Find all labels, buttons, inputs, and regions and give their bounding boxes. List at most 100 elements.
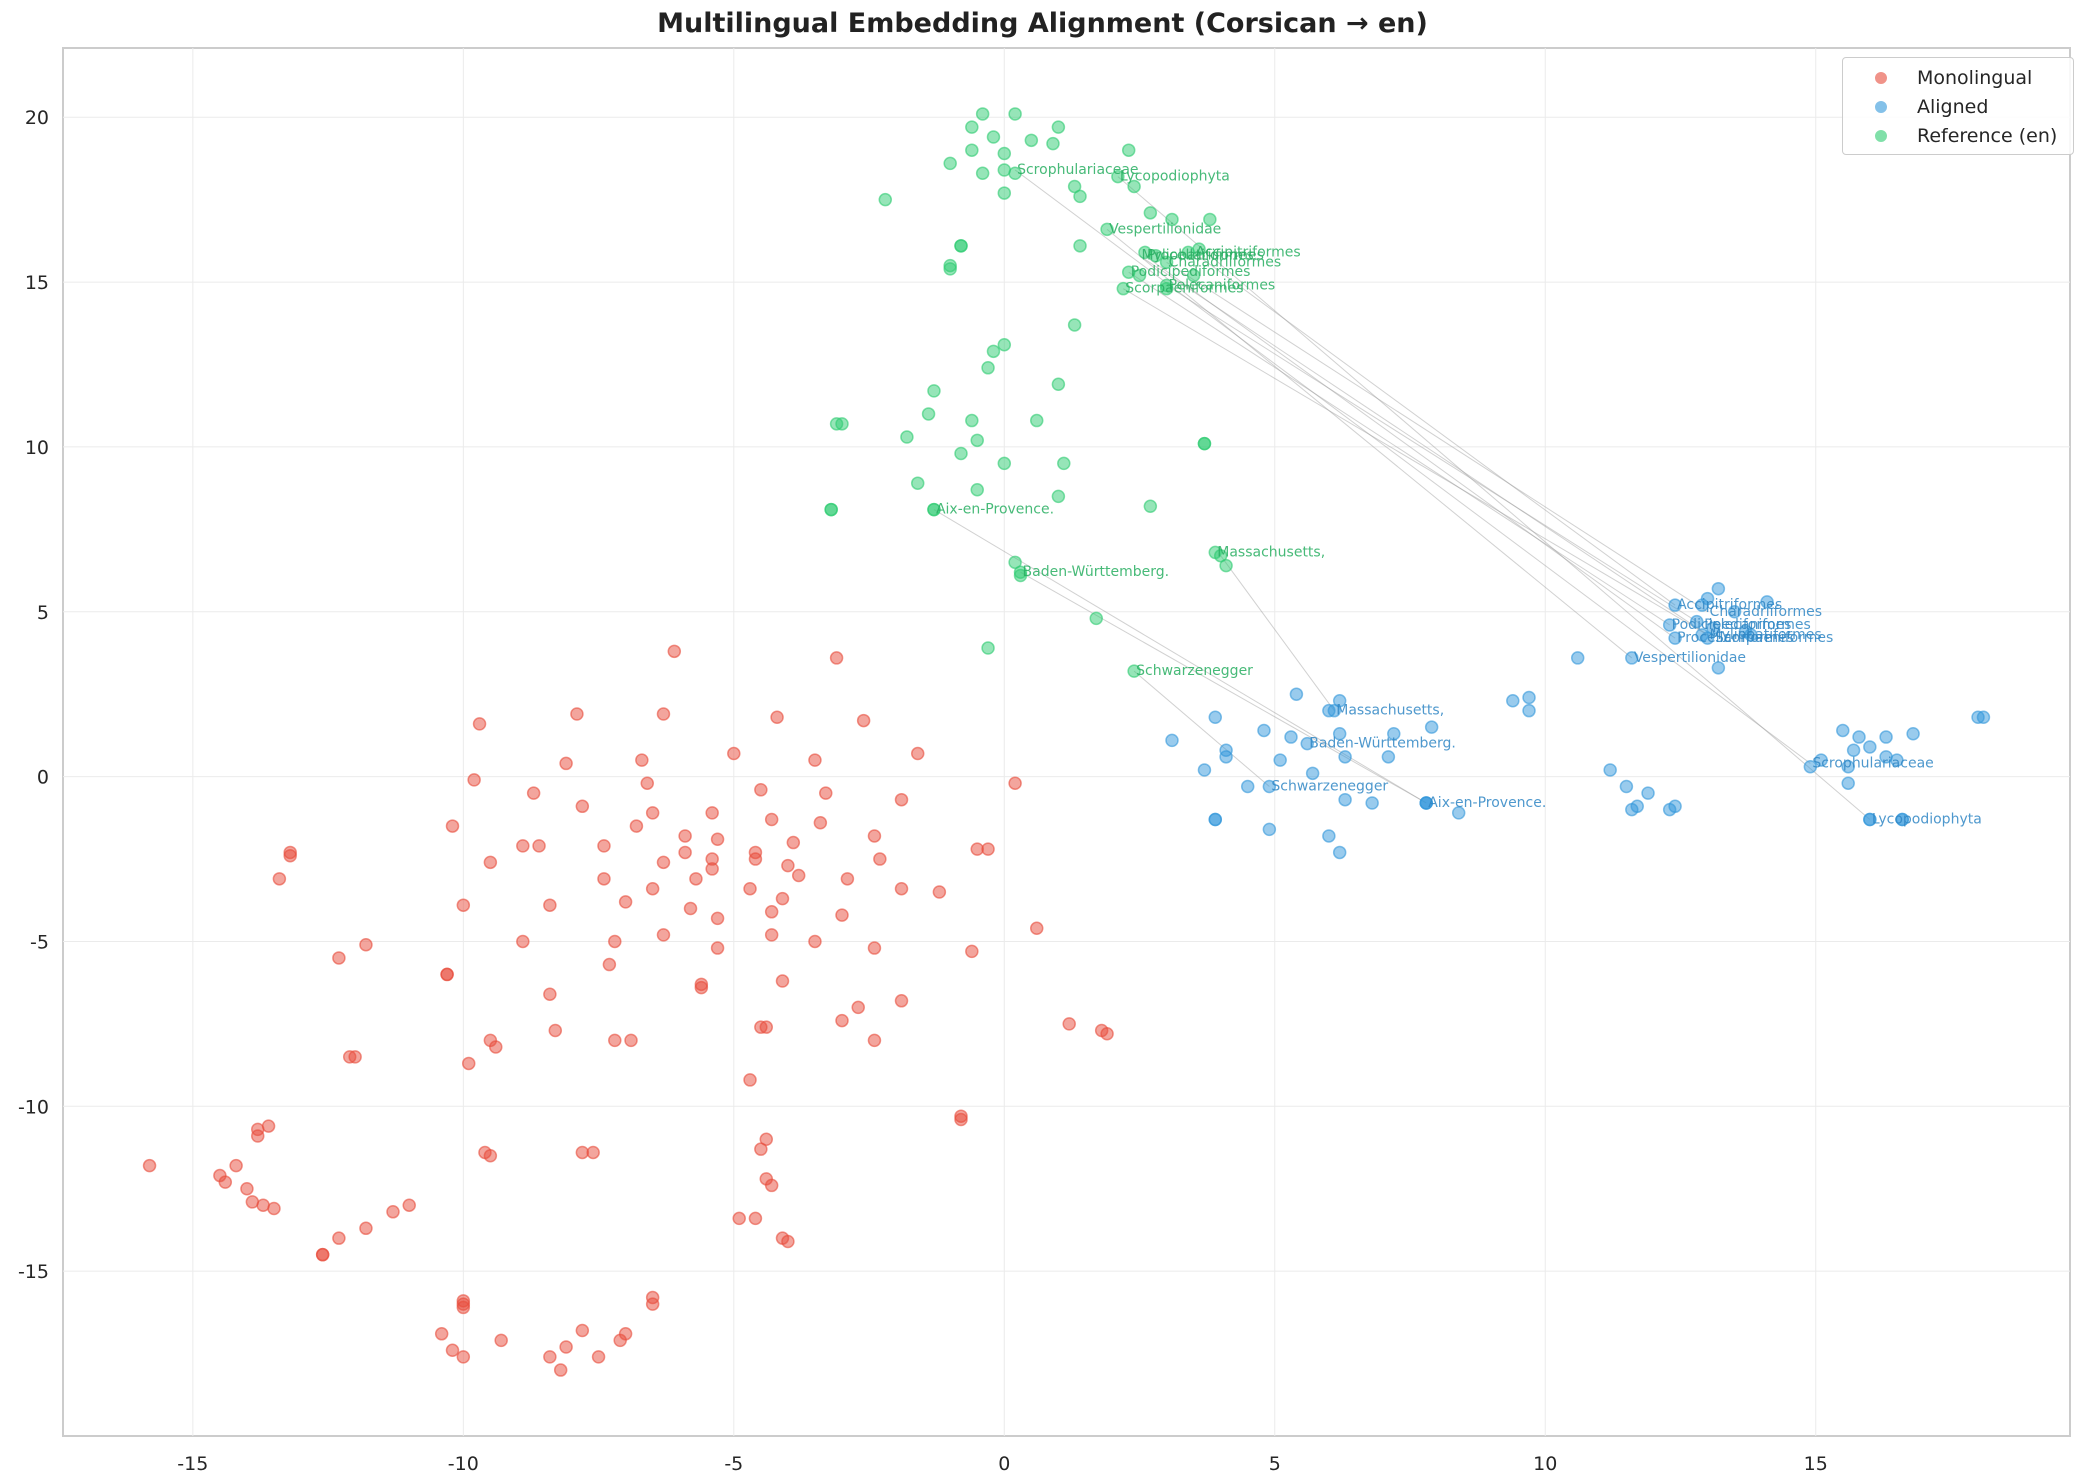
series-aligned <box>1165 581 1991 860</box>
data-point <box>1100 222 1114 237</box>
data-point <box>575 1145 590 1160</box>
data-point <box>656 855 671 870</box>
data-point <box>1143 499 1158 514</box>
legend-item-aligned: Aligned <box>1843 93 1988 121</box>
data-point <box>575 1323 590 1338</box>
data-point <box>516 839 530 853</box>
point-label: Accipitriformes <box>1677 597 1782 613</box>
data-point <box>1836 723 1850 738</box>
data-point <box>240 1181 254 1196</box>
data-point <box>1322 703 1336 718</box>
data-point <box>1219 750 1233 764</box>
data-point <box>710 941 725 955</box>
data-point <box>1863 740 1877 754</box>
data-point <box>1165 212 1179 227</box>
plot-area <box>62 47 2071 1437</box>
data-point <box>743 881 757 896</box>
data-point <box>705 806 719 820</box>
data-point <box>840 872 855 886</box>
point-label: Podicipediformes <box>1672 617 1792 633</box>
data-point <box>1760 595 1774 609</box>
data-point <box>997 456 1012 471</box>
data-point <box>1046 136 1060 151</box>
alignment-line <box>1117 176 1871 820</box>
point-label: Massachusetts, <box>1336 703 1444 719</box>
data-point <box>829 417 844 431</box>
data-point <box>819 786 833 800</box>
data-point <box>597 872 611 886</box>
data-point <box>1159 255 1174 270</box>
y-tick-label: 5 <box>37 602 49 624</box>
data-point <box>1424 720 1439 734</box>
data-point <box>543 987 557 1001</box>
data-point <box>710 911 725 926</box>
data-point <box>678 829 692 843</box>
alignment-line <box>1123 288 1714 639</box>
data-point <box>1662 618 1677 632</box>
data-point <box>1051 120 1066 134</box>
data-point <box>1332 845 1347 860</box>
data-point <box>489 1040 503 1054</box>
y-tick-label: 15 <box>25 272 49 294</box>
data-point <box>1057 456 1071 471</box>
data-point <box>710 832 725 847</box>
data-point <box>775 891 790 906</box>
data-point <box>656 928 671 942</box>
alignment-line <box>1014 169 1811 764</box>
data-point <box>786 835 801 850</box>
data-point <box>910 746 925 761</box>
data-point <box>548 1023 563 1038</box>
data-point <box>791 868 806 883</box>
data-point <box>618 895 633 909</box>
data-point <box>1262 822 1277 837</box>
data-point <box>645 1297 660 1311</box>
data-point <box>543 1350 557 1364</box>
data-point <box>743 1073 757 1087</box>
x-tick-label: 10 <box>1533 1453 1557 1475</box>
data-point <box>1062 1017 1076 1031</box>
y-tick-label: 0 <box>37 767 49 789</box>
data-point <box>921 407 936 421</box>
data-point <box>602 957 617 972</box>
data-point <box>727 746 741 761</box>
data-point <box>965 143 979 157</box>
alignment-line <box>1166 284 1703 626</box>
data-point <box>1143 206 1158 220</box>
point-label: Procellariiformes <box>1147 248 1264 264</box>
data-point <box>900 430 914 444</box>
data-point <box>1700 631 1715 645</box>
data-point <box>878 192 893 207</box>
data-point <box>954 1112 968 1127</box>
data-point <box>445 1343 460 1358</box>
data-point <box>1262 779 1277 794</box>
point-label: Lycopodiophyta <box>1872 811 1982 827</box>
data-point <box>694 980 709 995</box>
data-point <box>1149 248 1163 263</box>
data-point <box>1208 710 1223 725</box>
data-point <box>440 967 454 982</box>
data-point <box>683 901 698 916</box>
data-point <box>1365 796 1379 810</box>
alignment-line <box>1139 255 1708 636</box>
data-point <box>1668 631 1682 645</box>
data-point <box>472 717 487 731</box>
data-point <box>759 1020 774 1034</box>
data-point <box>943 262 957 276</box>
data-point <box>1127 664 1141 678</box>
point-label: Charadriiformes <box>1169 254 1282 270</box>
data-point <box>608 1033 622 1048</box>
data-point <box>764 1178 779 1193</box>
data-point <box>965 944 979 959</box>
data-point <box>1029 921 1044 936</box>
data-point <box>1727 605 1742 619</box>
data-point <box>532 839 546 853</box>
data-point <box>943 156 957 171</box>
data-point <box>456 1300 471 1315</box>
data-point <box>624 1033 638 1048</box>
data-point <box>986 344 1001 359</box>
data-point <box>1625 651 1639 665</box>
data-point <box>1132 268 1147 283</box>
data-point <box>965 413 979 428</box>
data-point <box>954 446 968 461</box>
data-point <box>867 1033 882 1048</box>
